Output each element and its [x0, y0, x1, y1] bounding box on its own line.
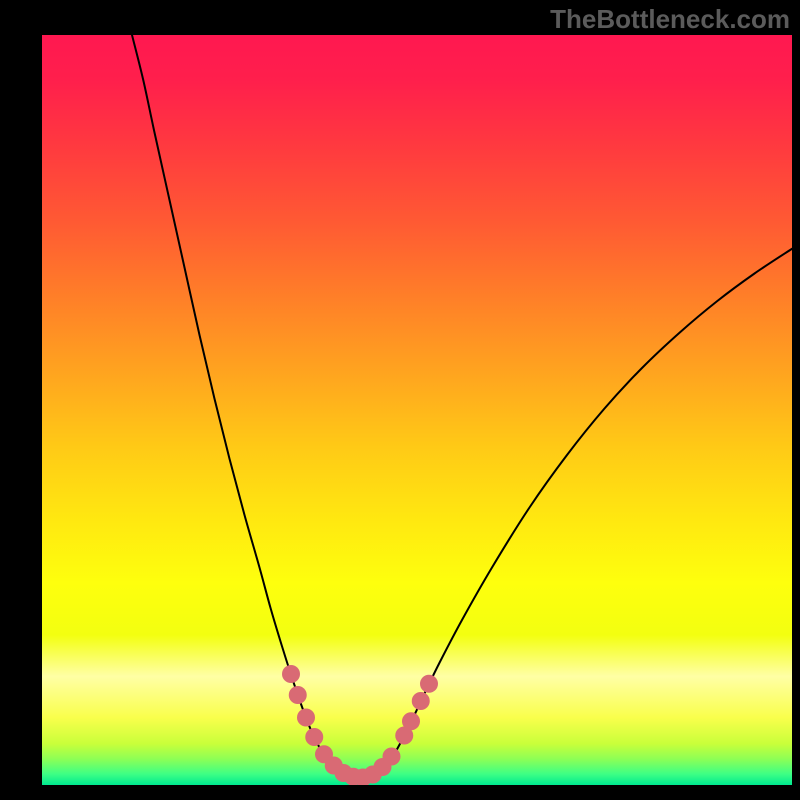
curve-marker: [420, 675, 438, 693]
curve-marker: [383, 748, 401, 766]
curve-marker: [402, 712, 420, 730]
curve-marker: [297, 709, 315, 727]
curve-marker: [305, 728, 323, 746]
gradient-background: [42, 35, 792, 785]
curve-marker: [289, 686, 307, 704]
curve-marker: [282, 665, 300, 683]
curve-marker: [412, 692, 430, 710]
watermark-text: TheBottleneck.com: [550, 4, 790, 35]
chart-svg: [42, 35, 792, 785]
plot-area: [42, 35, 792, 785]
